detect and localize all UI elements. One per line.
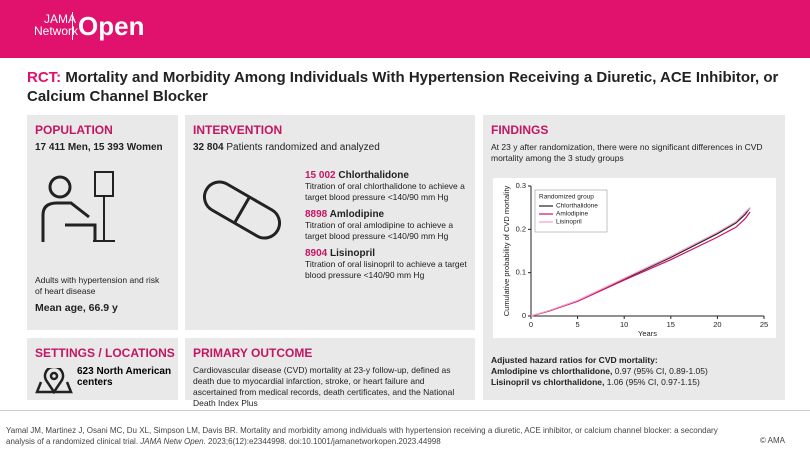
heading: SETTINGS / LOCATIONS xyxy=(35,346,175,360)
group: 15 002 Chlorthalidone Titration of oral c… xyxy=(305,170,470,203)
legend-label: Lisinopril xyxy=(556,219,582,226)
title-text: Mortality and Morbidity Among Individual… xyxy=(27,69,779,105)
y-tick-label: 0.3 xyxy=(516,181,526,190)
divider xyxy=(0,410,810,411)
settings-panel: SETTINGS / LOCATIONS 623 North American … xyxy=(27,338,178,400)
group-desc: Titration of oral amlodipine to achieve … xyxy=(305,220,454,241)
x-tick-label: 15 xyxy=(667,320,675,329)
title-prefix: RCT: xyxy=(27,69,62,86)
copyright: © AMA xyxy=(760,436,786,445)
logo-open: Open xyxy=(78,11,145,41)
heading: INTERVENTION xyxy=(193,123,283,137)
legend-label: Amlodipine xyxy=(556,211,589,218)
x-tick-label: 20 xyxy=(713,320,721,329)
x-tick-label: 0 xyxy=(529,320,533,329)
legend-box xyxy=(534,189,608,233)
intervention-panel: INTERVENTION 32 804 Patients randomized … xyxy=(185,115,475,330)
group-name: Chlorthalidone xyxy=(338,170,409,181)
pill-icon xyxy=(202,180,282,240)
hr-value: 0.97 (95% CI, 0.89-1.05) xyxy=(614,366,708,376)
y-tick-label: 0.1 xyxy=(516,268,526,277)
hr-list: Amlodipine vs chlorthalidone, 0.97 (95% … xyxy=(491,366,781,388)
group-n: 15 002 xyxy=(305,170,336,181)
header: JAMA Network Open xyxy=(0,0,810,58)
population-panel: POPULATION 17 411 Men, 15 393 Women Adul… xyxy=(27,115,178,330)
outcome-text: Cardiovascular disease (CVD) mortality a… xyxy=(193,365,455,408)
group-n: 8898 xyxy=(305,209,328,220)
group: 8904 Lisinopril Titration of oral lisinop… xyxy=(305,248,470,281)
icon xyxy=(41,171,115,242)
group: 8898 Amlodipine Titration of oral amlodip… xyxy=(305,209,470,242)
title: RCT: Mortality and Morbidity Among Indiv… xyxy=(27,68,787,106)
hr-value: 1.06 (95% CI, 0.97-1.15) xyxy=(606,377,700,387)
group-name: Lisinopril xyxy=(330,248,376,259)
x-tick-label: 5 xyxy=(576,320,580,329)
hr-heading: Adjusted hazard ratios for CVD mortality… xyxy=(491,355,658,365)
group-n: 8904 xyxy=(305,248,328,259)
location-icon xyxy=(35,368,73,395)
group-desc: Titration of oral lisinopril to achieve … xyxy=(305,259,467,280)
y-tick-label: 0 xyxy=(522,311,526,320)
group-title: 8898 Amlodipine xyxy=(305,209,470,220)
chart: 0 0.1 0.2 0.3 0 5 10 15 20 25 Years Cumulative prob… xyxy=(493,178,776,338)
groups: 15 002 Chlorthalidone Titration of oral c… xyxy=(305,170,470,287)
patient-icon xyxy=(41,171,115,242)
settings-text: 623 North American centers xyxy=(77,366,172,388)
total-line: 32 804 Patients randomized and analyzed xyxy=(193,142,380,153)
logo: JAMA Network xyxy=(34,13,78,37)
total: 32 804 xyxy=(193,142,224,153)
counts: 17 411 Men, 15 393 Women xyxy=(35,142,163,153)
heading: PRIMARY OUTCOME xyxy=(193,346,313,360)
y-tick-label: 0.2 xyxy=(516,224,526,233)
heading: FINDINGS xyxy=(491,123,549,137)
hr-row: Lisinopril vs chlorthalidone, 1.06 (95% … xyxy=(491,377,781,388)
findings-text: At 23 y after randomization, there were … xyxy=(491,142,763,163)
group-name: Amlodipine xyxy=(329,209,385,220)
legend-title: Randomized group xyxy=(539,194,594,201)
total-text: Patients randomized and analyzed xyxy=(226,142,380,153)
group-title: 8904 Lisinopril xyxy=(305,248,470,259)
hr-label: Amlodipine vs chlorthalidone, xyxy=(491,366,613,376)
age: Mean age, 66.9 y xyxy=(35,302,118,314)
logo-jama: JAMA xyxy=(44,12,77,26)
group-desc: Titration of oral chlorthalidone to achi… xyxy=(305,181,465,202)
x-tick-label: 10 xyxy=(620,320,628,329)
group-title: 15 002 Chlorthalidone xyxy=(305,170,470,181)
citation-start: Yamal JM, Martinez J, Osani MC, Du XL, S… xyxy=(6,426,718,446)
y-axis-label: Cumulative probability of CVD mortality xyxy=(502,186,511,317)
description: Adults with hypertension and risk of hea… xyxy=(35,275,160,296)
x-tick-label: 25 xyxy=(760,320,768,329)
findings-panel: FINDINGS At 23 y after randomization, th… xyxy=(483,115,785,400)
hr-row: Amlodipine vs chlorthalidone, 0.97 (95% … xyxy=(491,366,781,377)
citation-end: 2023;6(12):e2344998. doi:10.1001/jamanet… xyxy=(208,437,441,446)
logo-divider xyxy=(72,12,73,40)
hr-label: Lisinopril vs chlorthalidone, xyxy=(491,377,605,387)
citation: Yamal JM, Martinez J, Osani MC, Du XL, S… xyxy=(6,425,726,447)
hazard-ratios: Adjusted hazard ratios for CVD mortality… xyxy=(491,355,781,388)
x-axis-label: Years xyxy=(638,329,657,338)
heading: POPULATION xyxy=(35,123,113,137)
series-line xyxy=(530,207,751,317)
outcome-panel: PRIMARY OUTCOME Cardiovascular disease (… xyxy=(185,338,475,408)
logo-network: Network xyxy=(34,24,79,38)
legend-label: Chlorthalidone xyxy=(556,203,598,210)
journal: JAMA Netw Open. xyxy=(140,437,206,446)
